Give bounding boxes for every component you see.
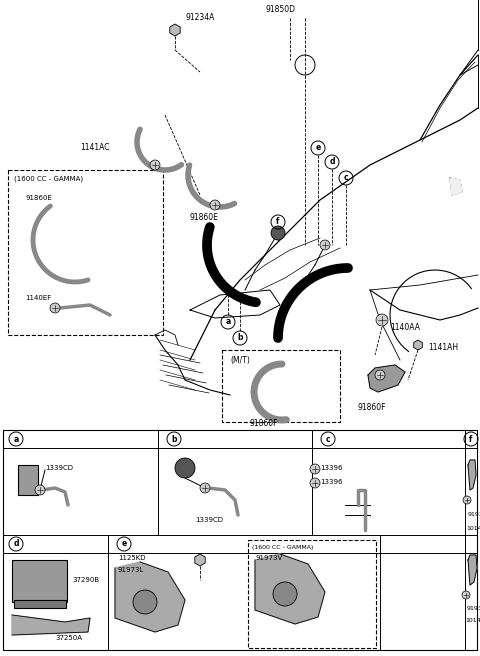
Circle shape: [310, 478, 320, 488]
Circle shape: [375, 370, 385, 380]
Text: d: d: [329, 157, 335, 167]
Polygon shape: [12, 615, 90, 635]
Polygon shape: [195, 554, 205, 566]
Text: (M/T): (M/T): [230, 356, 250, 365]
Circle shape: [200, 483, 210, 493]
Text: 91973L: 91973L: [118, 567, 144, 573]
Bar: [18, 465, 38, 495]
Text: f: f: [276, 218, 280, 226]
Text: (1600 CC - GAMMA): (1600 CC - GAMMA): [14, 176, 83, 182]
Text: 1141AC: 1141AC: [80, 144, 109, 152]
Text: 91860E: 91860E: [190, 213, 219, 222]
Text: 91931F: 91931F: [467, 605, 480, 611]
Circle shape: [310, 464, 320, 474]
Text: 91973V: 91973V: [255, 555, 282, 561]
Text: 91860F: 91860F: [358, 403, 386, 413]
Text: 1014CE: 1014CE: [465, 617, 480, 623]
Text: 1014CE: 1014CE: [466, 525, 480, 531]
Circle shape: [50, 303, 60, 313]
Polygon shape: [368, 365, 405, 392]
Circle shape: [463, 496, 471, 504]
Text: d: d: [13, 539, 19, 548]
Circle shape: [376, 314, 388, 326]
Bar: [3, 430, 477, 650]
Text: 91850D: 91850D: [265, 5, 295, 14]
Text: 91860F: 91860F: [250, 419, 278, 428]
Text: f: f: [469, 434, 473, 443]
Circle shape: [271, 226, 285, 240]
Text: (1600 CC - GAMMA): (1600 CC - GAMMA): [252, 545, 313, 550]
Text: 91234A: 91234A: [185, 12, 215, 22]
Text: 1141AH: 1141AH: [428, 344, 458, 352]
Polygon shape: [414, 340, 422, 350]
Text: 37250A: 37250A: [55, 635, 82, 641]
Bar: [12, 560, 67, 602]
Circle shape: [462, 591, 470, 599]
Polygon shape: [115, 562, 185, 632]
Text: e: e: [121, 539, 127, 548]
Circle shape: [35, 485, 45, 495]
Polygon shape: [170, 24, 180, 36]
Polygon shape: [450, 178, 462, 195]
Circle shape: [210, 200, 220, 210]
Circle shape: [133, 590, 157, 614]
Text: 1140EF: 1140EF: [25, 295, 51, 301]
Text: c: c: [344, 173, 348, 182]
Text: 91931F: 91931F: [468, 512, 480, 518]
Text: a: a: [226, 318, 230, 327]
Text: 1339CD: 1339CD: [45, 465, 73, 471]
Text: 1339CD: 1339CD: [195, 517, 223, 523]
Bar: [8, 170, 163, 335]
Text: 13396: 13396: [320, 479, 343, 485]
Circle shape: [273, 582, 297, 606]
Text: c: c: [326, 434, 330, 443]
Text: 13396: 13396: [320, 465, 343, 471]
Text: 91860E: 91860E: [25, 195, 52, 201]
Text: 1125KD: 1125KD: [118, 555, 145, 561]
Circle shape: [175, 458, 195, 478]
Bar: [14, 600, 66, 608]
Text: a: a: [13, 434, 19, 443]
Circle shape: [150, 160, 160, 170]
Text: 1140AA: 1140AA: [390, 323, 420, 331]
Bar: [248, 540, 376, 648]
Text: 37290B: 37290B: [72, 577, 99, 583]
Text: b: b: [171, 434, 177, 443]
Polygon shape: [255, 554, 325, 624]
Text: b: b: [237, 333, 243, 342]
Polygon shape: [468, 460, 476, 490]
Bar: [222, 350, 340, 422]
Polygon shape: [468, 555, 477, 585]
Circle shape: [320, 240, 330, 250]
Text: e: e: [315, 144, 321, 152]
